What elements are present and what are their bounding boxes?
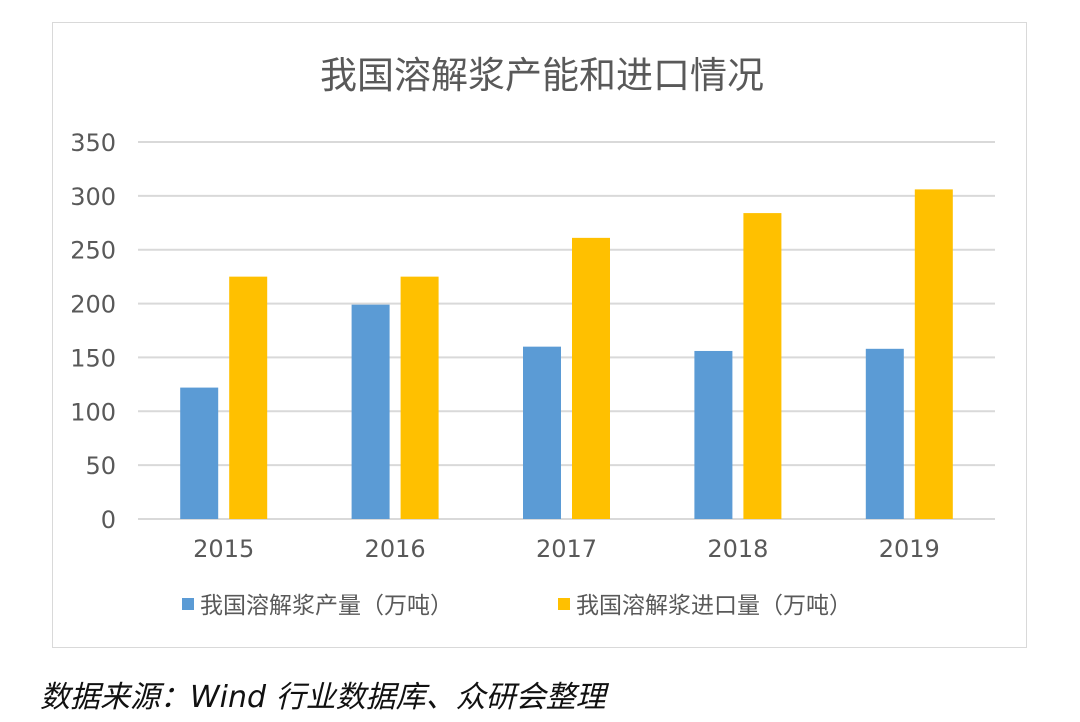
- bar-production-2018: [694, 350, 733, 519]
- x-tick-label: 2017: [536, 535, 597, 563]
- legend-swatch: [182, 598, 194, 610]
- bar-production-2016: [351, 304, 390, 519]
- bar-production-2015: [180, 387, 219, 519]
- y-tick-label: 300: [70, 183, 116, 211]
- x-tick-label: 2019: [879, 535, 940, 563]
- legend-swatch: [558, 598, 570, 610]
- x-tick-label: 2016: [365, 535, 426, 563]
- legend-label: 我国溶解浆进口量（万吨）: [576, 593, 852, 619]
- y-tick-label: 50: [85, 452, 116, 480]
- bar-import-2017: [572, 237, 610, 519]
- bar-import-2015: [229, 276, 268, 519]
- bar-import-2016: [400, 276, 439, 519]
- chart-title: 我国溶解浆产能和进口情况: [320, 54, 764, 97]
- legend-label: 我国溶解浆产量（万吨）: [200, 593, 453, 619]
- y-tick-label: 250: [70, 237, 116, 265]
- bar-import-2018: [743, 213, 782, 519]
- bar-production-2017: [523, 346, 561, 519]
- source-note: 数据来源：Wind 行业数据库、众研会整理: [40, 680, 606, 715]
- x-tick-label: 2015: [193, 535, 254, 563]
- y-tick-label: 0: [101, 506, 116, 534]
- y-tick-label: 100: [70, 398, 116, 426]
- x-tick-label: 2018: [707, 535, 768, 563]
- bar-production-2019: [865, 348, 904, 519]
- chart-frame: [52, 22, 1027, 648]
- y-tick-label: 350: [70, 129, 116, 157]
- bar-import-2019: [914, 189, 953, 519]
- y-tick-label: 200: [70, 291, 116, 319]
- y-tick-label: 150: [70, 344, 116, 372]
